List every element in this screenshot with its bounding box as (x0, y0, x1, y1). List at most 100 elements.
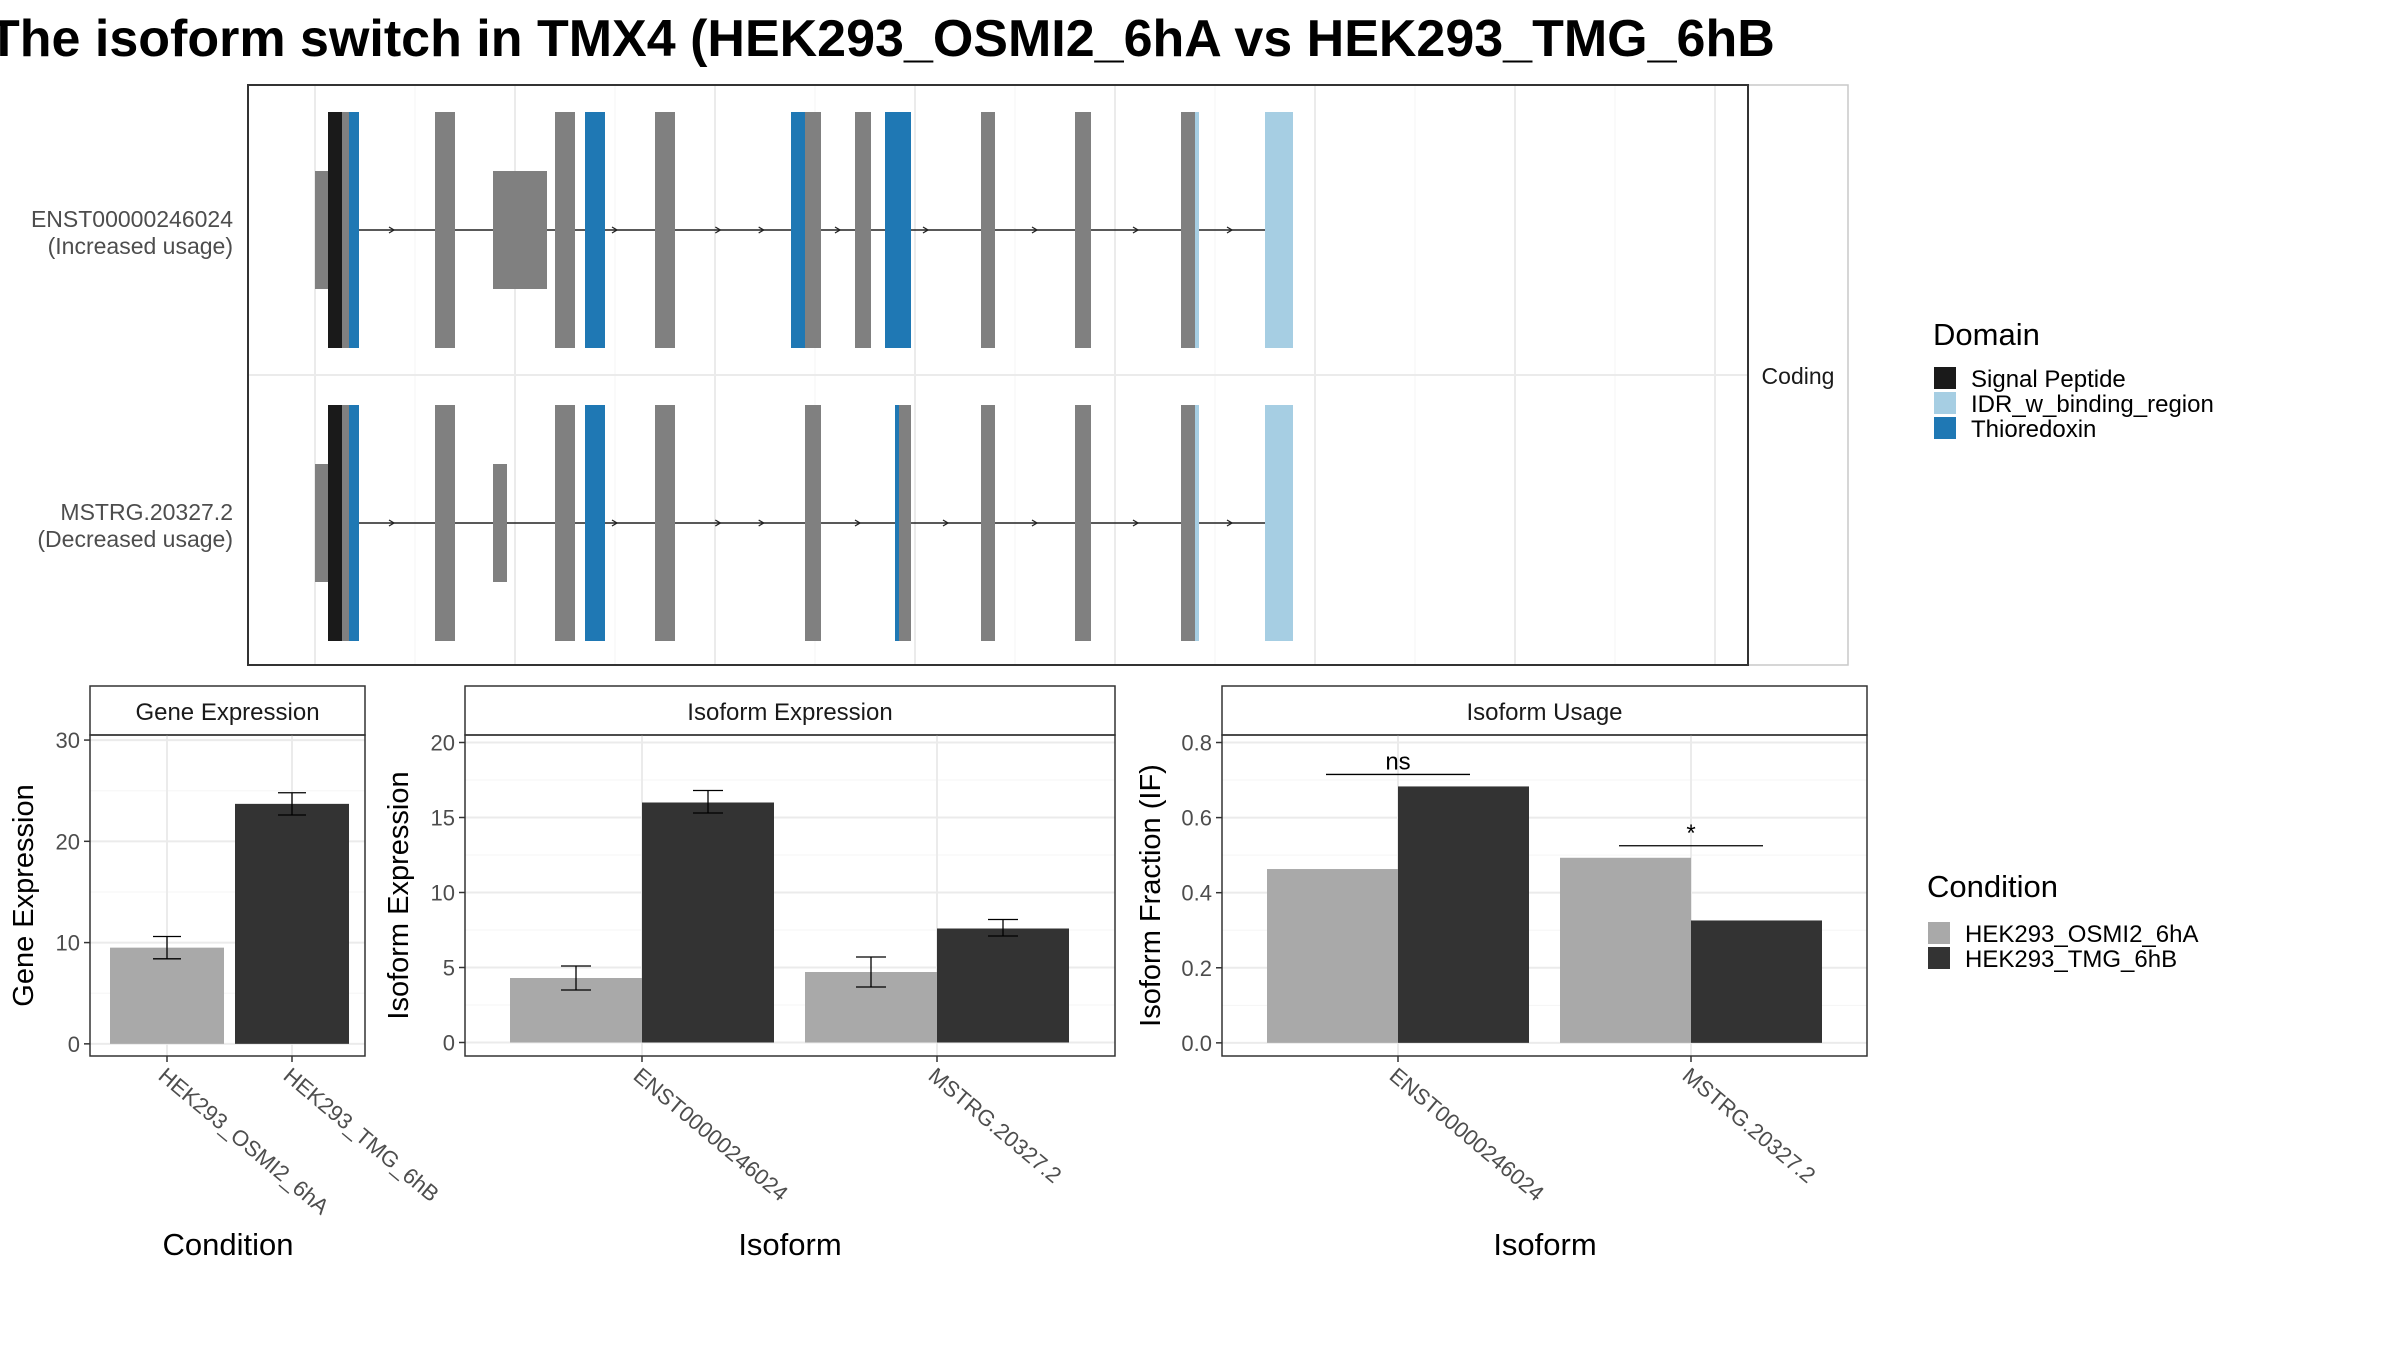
bar (1691, 920, 1822, 1043)
y-tick-label: 20 (56, 829, 80, 854)
domain-idr (1265, 405, 1293, 641)
intron-arrow (1031, 519, 1039, 527)
significance-label: ns (1385, 748, 1410, 775)
panel-strip-label: Gene Expression (135, 699, 319, 726)
domain-idr (1195, 112, 1199, 348)
exon (1075, 405, 1091, 641)
exon (981, 405, 995, 641)
bar-panel-2: Isoform Usage 0.0 0.2 0.4 0.6 0.8 ns * ENST00000… (1135, 685, 1868, 1262)
legend-label: HEK293_OSMI2_6hA (1965, 921, 2198, 948)
x-tick-label: ENST00000246024 (1385, 1063, 1549, 1206)
domain-legend: Domain Signal PeptideIDR_w_binding_regio… (1933, 317, 2214, 443)
intron-arrow (942, 519, 950, 527)
exon (655, 405, 675, 641)
x-axis-title: Isoform (1493, 1227, 1596, 1262)
legend-key (1928, 947, 1950, 969)
intron-arrow (1132, 519, 1140, 527)
intron-arrow (922, 226, 930, 234)
exon (555, 405, 575, 641)
condition-legend-title: Condition (1927, 869, 2058, 904)
y-tick-label: 15 (431, 806, 455, 831)
intron-arrow (714, 226, 722, 234)
transcript-panel-border (247, 84, 1749, 666)
y-tick-label: 0.8 (1181, 731, 1212, 756)
y-tick-label: 0.6 (1181, 806, 1212, 831)
exon (1181, 405, 1195, 641)
bar (110, 947, 224, 1044)
exon (435, 112, 455, 348)
bar (235, 803, 349, 1044)
legend-key (1934, 392, 1956, 414)
x-axis-title: Condition (163, 1227, 294, 1262)
exon (655, 112, 675, 348)
intron-arrow (758, 519, 765, 527)
panel-strip (464, 685, 1116, 736)
domain-signal-peptide (328, 405, 342, 641)
domain-thioredoxin (349, 112, 359, 348)
exon (1181, 112, 1195, 348)
intron-arrow (758, 226, 765, 234)
domain-idr (1195, 405, 1199, 641)
significance-label: * (1686, 820, 1695, 847)
intron-arrow (714, 519, 722, 527)
y-tick-label: 0 (443, 1031, 455, 1056)
panel-strip (89, 685, 366, 736)
legend-label: Signal Peptide (1971, 366, 2126, 393)
intron-arrow (388, 519, 396, 527)
utr-5prime (315, 171, 328, 289)
domain-thioredoxin (349, 405, 359, 641)
exon (855, 112, 871, 348)
intron-arrow (834, 226, 842, 234)
exon (1075, 112, 1091, 348)
intron-arrow (611, 226, 619, 234)
domain-thioredoxin (585, 405, 605, 641)
domain-thioredoxin (885, 112, 911, 348)
bar (937, 928, 1069, 1043)
exon (555, 112, 575, 348)
domain-signal-peptide (328, 112, 342, 348)
intron-arrow (611, 519, 619, 527)
legend-key (1928, 922, 1950, 944)
isoform-usage-label: (Decreased usage) (37, 526, 233, 552)
bar (1267, 869, 1398, 1043)
y-axis-title: Gene Expression (8, 784, 40, 1006)
legend-label: HEK293_TMG_6hB (1965, 946, 2177, 973)
legend-label: Thioredoxin (1971, 416, 2096, 443)
panel-strip-label: Isoform Expression (687, 699, 892, 726)
y-tick-label: 0.0 (1181, 1031, 1212, 1056)
panel-border (464, 734, 1116, 1057)
x-tick-label: ENST00000246024 (629, 1063, 793, 1206)
x-tick-label: MSTRG.20327.2 (924, 1063, 1067, 1188)
y-tick-label: 0.2 (1181, 956, 1212, 981)
intron-arrow (1226, 519, 1234, 527)
utr-3prime (493, 464, 507, 582)
y-axis-title: Isoform Expression (383, 771, 415, 1019)
panel-strip-label: Isoform Usage (1466, 699, 1622, 726)
intron-arrow (854, 519, 862, 527)
isoform-label: ENST00000246024 (31, 206, 233, 232)
strip-coding (1747, 84, 1849, 666)
exon (435, 405, 455, 641)
y-tick-label: 10 (431, 881, 455, 906)
domain-thioredoxin (895, 405, 899, 641)
x-axis-title: Isoform (738, 1227, 841, 1262)
isoform-usage-label: (Increased usage) (48, 233, 233, 259)
y-tick-label: 0.4 (1181, 881, 1212, 906)
legend-key (1934, 417, 1956, 439)
y-tick-label: 10 (56, 931, 80, 956)
domain-thioredoxin (585, 112, 605, 348)
legend-label: IDR_w_binding_region (1971, 391, 2214, 418)
bar (1560, 857, 1691, 1043)
utr-3prime (493, 171, 547, 289)
panel-border (89, 734, 366, 1057)
x-tick-label: MSTRG.20327.2 (1678, 1063, 1821, 1188)
strip-coding-label: Coding (1762, 363, 1835, 389)
figure-title: The isoform switch in TMX4 (HEK293_OSMI2… (0, 10, 1775, 68)
bar (1398, 786, 1529, 1043)
bar-panel-0: Gene Expression0102030HEK293_OSMI2_6hAHE… (8, 685, 444, 1262)
bar (642, 802, 774, 1043)
y-tick-label: 0 (68, 1032, 80, 1057)
exon (805, 112, 821, 348)
